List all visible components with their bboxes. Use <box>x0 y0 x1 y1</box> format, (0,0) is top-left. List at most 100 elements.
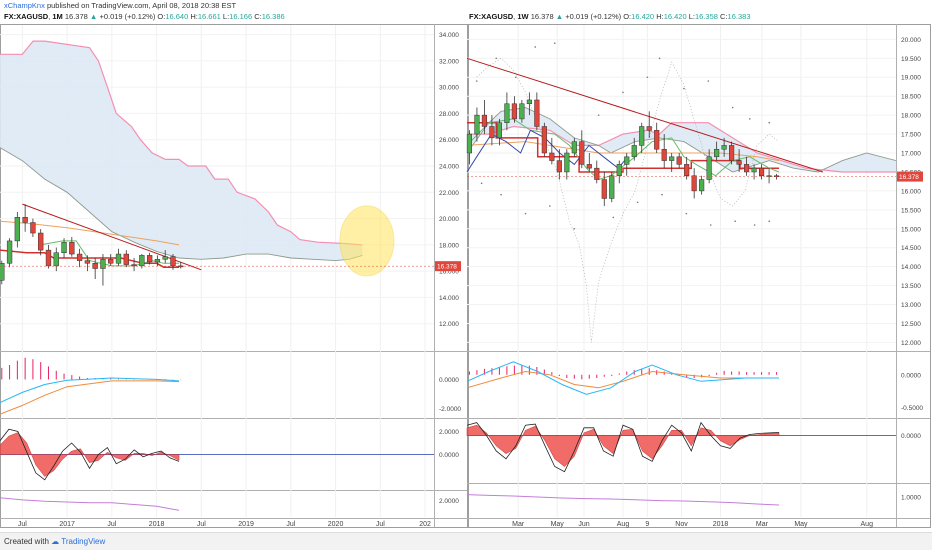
left-close: 16.386 <box>261 12 285 21</box>
right-band-dot <box>524 212 527 215</box>
left-candle-body <box>123 253 129 265</box>
left-macd-signal-line <box>0 380 180 415</box>
right-y-tick-label: 20.000 <box>901 37 921 44</box>
charts-canvas[interactable]: Jul 2017 Jul 2018 Jul 2019 Jul 2020 Jul 202 34.000… <box>0 0 932 532</box>
right-band-dot <box>514 76 517 79</box>
left-senkou-b-line <box>0 40 363 246</box>
right-x-tick-label: Aug <box>861 521 874 528</box>
right-x-tick-label: May <box>551 521 565 528</box>
right-candle-body <box>766 175 772 177</box>
right-candle-body <box>616 164 622 176</box>
left-sub-y-tick-label: 2.0000 <box>439 498 459 505</box>
right-symbol: FX:XAGUSD <box>469 12 514 21</box>
right-candle-body <box>721 145 727 150</box>
footer-bar: Created with ☁ TradingView <box>0 532 932 550</box>
right-candle-body <box>676 156 682 165</box>
left-y-tick-label: 30.000 <box>439 85 459 92</box>
left-symbol: FX:XAGUSD <box>4 12 49 21</box>
left-x-tick-label: Jul <box>18 521 27 528</box>
left-candle-body <box>92 263 98 269</box>
publish-header: xChampKnx published on TradingView.com, … <box>0 0 932 12</box>
right-candle-body <box>594 167 600 180</box>
right-x-tick-label: 2018 <box>713 521 729 528</box>
left-last: 16.378 <box>64 12 88 21</box>
left-y-tick-label: 24.000 <box>439 164 459 171</box>
left-y-tick-label: 26.000 <box>439 137 459 144</box>
right-band-dot <box>475 80 478 82</box>
right-last: 16.378 <box>530 12 554 21</box>
right-y-tick-label: 15.500 <box>901 207 921 214</box>
left-y-tick-label: 34.000 <box>439 32 459 39</box>
left-osc-y-tick-label: 0.0000 <box>439 452 459 459</box>
left-candle-body <box>115 253 122 264</box>
right-timeframe: 1W <box>517 12 529 21</box>
left-candle-body <box>69 241 75 255</box>
right-candle-body <box>609 175 615 199</box>
right-ichimoku-cloud <box>467 107 896 172</box>
tradingview-logo-icon: ☁ <box>51 537 60 546</box>
left-candle-body <box>170 256 176 267</box>
left-candle-body <box>84 260 91 264</box>
left-candle-body <box>108 259 114 264</box>
right-band-dot <box>500 193 502 196</box>
right-candle-body <box>661 148 667 161</box>
right-candle-body <box>466 133 473 154</box>
right-candle-body <box>511 103 517 120</box>
left-candle-body <box>45 249 52 267</box>
author-link[interactable]: xChampKnx <box>4 1 45 10</box>
left-chart-legend: FX:XAGUSD, 1M 16.378 ▲ +0.019 (+0.12%) O… <box>4 12 285 21</box>
left-candle-body <box>6 240 13 264</box>
right-trend-line <box>466 57 824 173</box>
up-arrow-icon: ▲ <box>555 12 564 21</box>
left-ichimoku-cloud <box>0 41 363 261</box>
left-osc-y-tick-label: 2.0000 <box>439 429 459 436</box>
left-tenkan-line <box>40 240 179 267</box>
right-senkou-b-line <box>467 122 896 173</box>
right-band-dot <box>734 220 736 222</box>
right-x-tick-label: Aug <box>617 521 630 528</box>
right-y-tick-label: 12.500 <box>901 321 921 328</box>
right-band-dot <box>685 212 688 215</box>
right-candle-body <box>684 164 690 176</box>
left-candle-body <box>0 263 5 281</box>
right-open: 16.420 <box>631 12 655 21</box>
right-band-dot <box>768 121 771 124</box>
left-price-tag <box>435 261 461 272</box>
right-candle-body <box>669 156 675 161</box>
left-candle-body <box>139 255 145 267</box>
right-band-dot <box>553 42 556 44</box>
right-candle-body <box>496 122 502 139</box>
right-candle-body <box>474 114 480 135</box>
right-x-tick-label: May <box>794 521 808 528</box>
right-price-tag <box>897 171 923 182</box>
left-y-tick-label: 28.000 <box>439 111 459 118</box>
left-open: 16.640 <box>165 12 189 21</box>
right-y-tick-label: 18.000 <box>901 113 921 120</box>
right-y-tick-label: 14.000 <box>901 264 921 271</box>
left-x-tick-label: 2019 <box>238 521 254 528</box>
right-band-dot <box>707 80 710 82</box>
right-sub-line <box>466 494 780 506</box>
right-candle-body <box>751 167 757 173</box>
right-macd-y-tick-label: -0.5000 <box>901 405 923 412</box>
right-y-tick-label: 15.000 <box>901 226 921 233</box>
tradingview-brand-link[interactable]: TradingView <box>61 537 106 546</box>
left-high: 16.661 <box>197 12 221 21</box>
right-candle-body <box>526 99 532 105</box>
left-x-tick-label: 2017 <box>59 521 75 528</box>
left-y-tick-label: 12.000 <box>439 321 459 328</box>
right-y-tick-label: 17.000 <box>901 151 921 158</box>
left-x-tick-label: 2018 <box>149 521 165 528</box>
left-candle-body <box>146 255 153 263</box>
right-band-dot <box>661 193 663 196</box>
right-x-tick-label: Mar <box>756 521 769 528</box>
right-candle-body <box>541 126 547 154</box>
right-band-dot <box>612 216 615 219</box>
right-candle-body <box>759 167 765 176</box>
left-senkou-a-line <box>0 147 363 262</box>
created-with-label: Created with <box>4 537 49 546</box>
right-sub-y-tick-label: 1.0000 <box>901 495 921 502</box>
right-x-tick-label: Mar <box>512 521 525 528</box>
right-y-tick-label: 12.000 <box>901 340 921 347</box>
left-candle-body <box>76 253 83 261</box>
